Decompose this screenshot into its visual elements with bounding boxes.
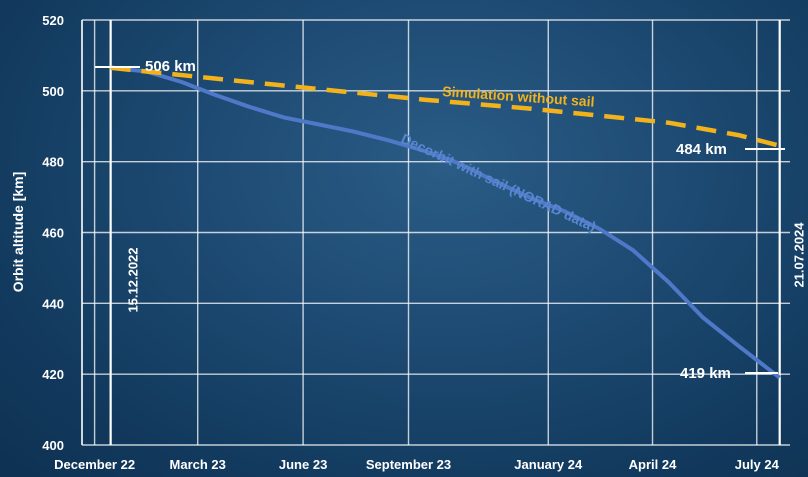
- series-layer: [110, 65, 781, 380]
- x-tick-label: December 22: [54, 457, 135, 472]
- date-markers: 15.12.2022 21.07.2024: [109, 20, 807, 445]
- y-tick-label: 420: [42, 367, 64, 382]
- end-altitude-sail-label: 419 km: [680, 365, 731, 382]
- x-tick-label: January 24: [514, 457, 583, 472]
- y-tick-label: 480: [42, 155, 64, 170]
- y-tick-label: 500: [42, 84, 64, 99]
- y-tick-label: 460: [42, 226, 64, 241]
- series-line-simulation-without-sail: [110, 65, 781, 148]
- annotation-start: 506 km: [95, 58, 196, 75]
- series-label-deorbit: Decorbit with sail (NORAD data): [399, 130, 599, 235]
- annotation-end-sail: 419 km: [680, 365, 778, 382]
- series-line-deorbit-with-sail: [110, 65, 781, 380]
- start-altitude-label: 506 km: [145, 58, 196, 75]
- y-axis-title: Orbit altitude [km]: [10, 172, 26, 293]
- x-tick-label: April 24: [629, 457, 677, 472]
- date-marker-label: 21.07.2024: [792, 222, 807, 288]
- x-tick-labels: December 22 March 23 June 23 September 23 Ja…: [54, 457, 779, 472]
- x-tick-label: July 24: [735, 457, 780, 472]
- y-tick-label: 520: [42, 13, 64, 28]
- x-tick-label: June 23: [279, 457, 327, 472]
- end-altitude-sim-label: 484 km: [676, 141, 727, 158]
- y-tick-label: 440: [42, 296, 64, 311]
- date-marker-label: 15.12.2022: [126, 247, 141, 312]
- y-tick-label: 400: [42, 438, 64, 453]
- annotation-end-sim: 484 km: [676, 141, 785, 158]
- x-tick-label: September 23: [366, 457, 451, 472]
- y-tick-labels: 400 420 440 460 480 500 520: [42, 13, 64, 453]
- x-tick-label: March 23: [170, 457, 226, 472]
